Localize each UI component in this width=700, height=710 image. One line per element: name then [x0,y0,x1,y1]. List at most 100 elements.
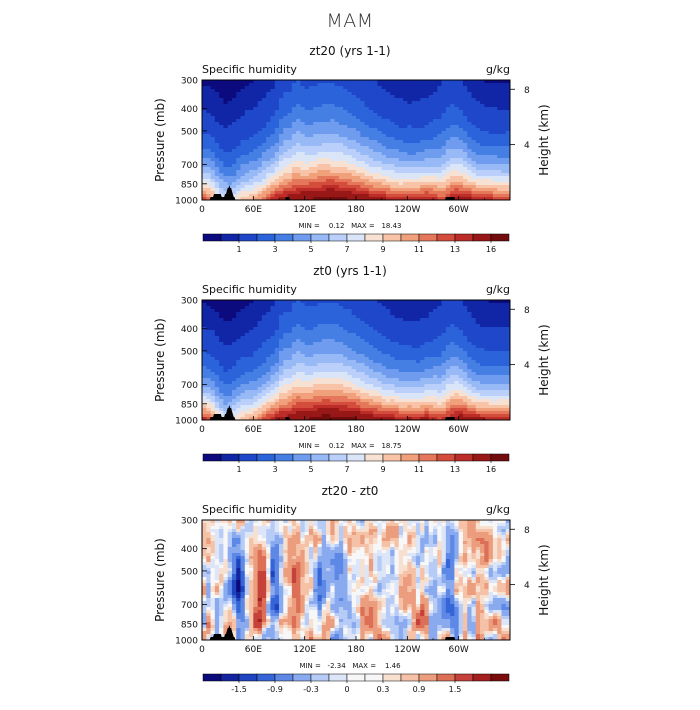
field-cell [249,303,254,306]
field-cell [484,113,489,116]
field-cell [330,140,335,143]
field-cell [450,330,455,333]
field-cell [501,122,506,125]
field-cell [219,324,224,327]
field-cell [232,345,237,348]
field-cell [476,95,481,98]
field-cell [493,375,498,378]
field-cell [266,381,271,384]
field-cell [433,312,438,315]
field-cell [501,101,506,104]
field-cell [429,360,434,363]
field-cell [352,333,357,336]
field-cell [476,303,481,306]
field-cell [223,315,228,318]
field-cell [480,134,485,137]
field-cell [446,122,451,125]
field-cell [211,149,216,152]
field-cell [412,378,417,381]
field-cell [262,369,267,372]
field-cell [373,194,378,197]
field-cell [219,381,224,384]
field-cell [288,149,293,152]
field-cell [219,318,224,321]
field-cell [245,86,250,89]
field-cell [322,161,327,164]
field-cell [228,348,233,351]
field-cell [437,330,442,333]
field-cell [450,152,455,155]
field-cell [399,146,404,149]
field-cell [407,113,412,116]
field-cell [262,330,267,333]
field-cell [446,372,451,375]
field-cell [241,92,246,95]
field-cell [236,363,241,366]
field-cell [459,89,464,92]
field-cell [215,101,220,104]
field-cell [476,89,481,92]
field-cell [480,146,485,149]
field-cell [318,89,323,92]
field-cell [365,101,370,104]
field-cell [493,149,498,152]
field-cell [403,155,408,158]
field-cell [330,372,335,375]
field-cell [318,173,323,176]
field-cell [288,146,293,149]
field-cell [356,375,361,378]
field-cell [245,342,250,345]
field-cell [459,95,464,98]
field-cell [493,194,498,197]
field-cell [228,336,233,339]
field-cell [211,381,216,384]
field-cell [390,101,395,104]
field-cell [347,372,352,375]
field-cell [249,321,254,324]
field-cell [343,122,348,125]
field-cell [339,95,344,98]
field-cell [373,300,378,303]
field-cell [416,333,421,336]
field-cell [339,131,344,134]
field-cell [420,300,425,303]
field-cell [403,345,408,348]
field-cell [288,137,293,140]
field-cell [223,182,228,185]
field-cell [467,191,472,194]
field-cell [262,107,267,110]
field-cell [352,83,357,86]
field-cell [501,173,506,176]
field-cell [343,110,348,113]
field-cell [258,146,263,149]
field-cell [356,170,361,173]
field-cell [433,366,438,369]
field-cell [232,164,237,167]
field-cell [416,369,421,372]
field-cell [300,134,305,137]
field-cell [279,116,284,119]
field-cell [305,366,310,369]
field-cell [211,164,216,167]
field-cell [360,152,365,155]
field-cell [241,125,246,128]
field-cell [335,143,340,146]
field-cell [386,131,391,134]
field-cell [270,375,275,378]
field-cell [501,164,506,167]
field-cell [369,312,374,315]
field-cell [472,119,477,122]
field-cell [232,122,237,125]
field-cell [433,188,438,191]
field-cell [279,152,284,155]
field-cell [335,303,340,306]
field-cell [202,116,207,119]
field-cell [202,357,207,360]
field-cell [373,137,378,140]
field-cell [326,185,331,188]
field-cell [399,375,404,378]
field-cell [442,104,447,107]
field-cell [459,86,464,89]
field-cell [395,300,400,303]
field-cell [356,161,361,164]
